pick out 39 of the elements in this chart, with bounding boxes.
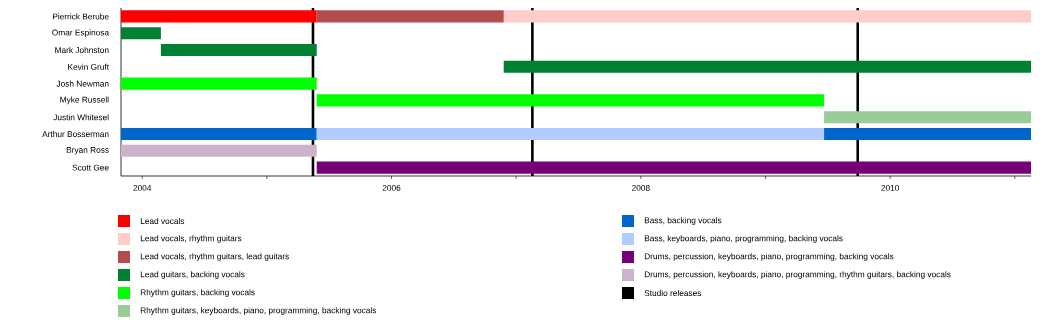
legend-label: Lead guitars, backing vocals xyxy=(140,271,245,279)
y-tick-label: Justin Whitesel xyxy=(53,114,109,121)
bar xyxy=(160,43,317,57)
y-tick-label: Myke Russell xyxy=(60,96,109,105)
legend-label: Bass, backing vocals xyxy=(644,217,722,225)
y-tick-label: Pierrick Berube xyxy=(52,13,109,20)
legend-label: Studio releases xyxy=(644,289,702,297)
bar xyxy=(503,10,1031,23)
y-tick-label: Scott Gee xyxy=(72,164,109,171)
bar xyxy=(316,94,825,107)
x-tick-label: 2008 xyxy=(632,184,650,191)
legend-label: Rhythm guitars, keyboards, piano, programming, backing vocals xyxy=(140,307,377,315)
legend-label: Lead vocals, rhythm guitars xyxy=(140,235,242,243)
bar xyxy=(121,127,317,141)
legend-label: Rhythm guitars, backing vocals xyxy=(140,289,255,297)
x-tick-label: 2006 xyxy=(382,184,401,191)
bar xyxy=(824,127,1031,141)
y-tick-label: Bryan Ross xyxy=(66,147,109,155)
bar xyxy=(503,60,1031,73)
bar xyxy=(316,161,1031,174)
y-tick-label: Kevin Gruft xyxy=(68,63,109,70)
legend-label: Drums, percussion, keyboards, piano, programming, rhythm guitars, backing vocals xyxy=(644,271,951,279)
bar xyxy=(121,77,317,90)
bar xyxy=(121,10,317,23)
y-tick-label: Josh Newman xyxy=(56,80,109,87)
legend-label: Lead vocals, rhythm guitars, lead guitars xyxy=(140,253,289,261)
bar xyxy=(316,10,504,23)
bar xyxy=(121,27,161,40)
y-tick-label: Omar Espinosa xyxy=(52,29,110,38)
bar xyxy=(316,127,825,141)
x-tick-label: 2010 xyxy=(881,184,900,191)
legend-label: Bass, keyboards, piano, programming, backing vocals xyxy=(644,235,843,243)
legend-label: Lead vocals xyxy=(140,217,185,225)
bar xyxy=(824,111,1031,124)
x-tick-label: 2004 xyxy=(133,184,152,191)
legend-label: Drums, percussion, keyboards, piano, programming, backing vocals xyxy=(644,253,894,261)
y-tick-label: Arthur Bosserman xyxy=(42,130,109,138)
y-tick-label: Mark Johnston xyxy=(55,46,109,54)
bar xyxy=(121,144,317,157)
